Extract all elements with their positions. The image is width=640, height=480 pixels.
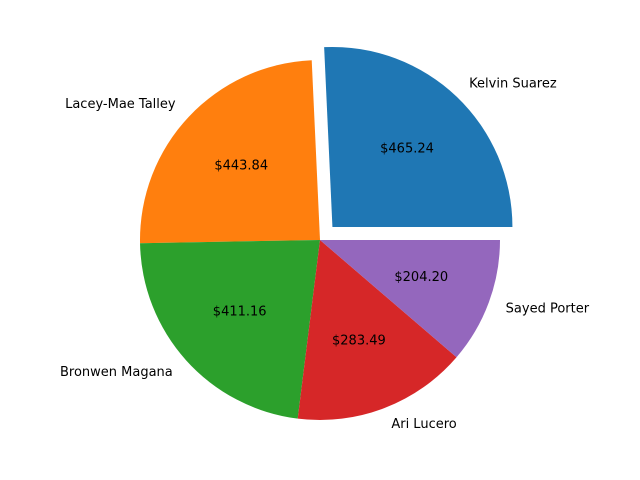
pie-slice-bronwen-magana (140, 240, 320, 419)
pie-slice-ari-lucero (297, 240, 457, 421)
pie-slice-kelvin-suarez (324, 46, 513, 227)
value-label-bronwen-magana: $411.16 (213, 305, 267, 320)
slice-label-kelvin-suarez: Kelvin Suarez (469, 76, 557, 91)
slice-label-sayed-porter: Sayed Porter (506, 301, 590, 316)
labels-layer: Kelvin Suarez $465.24 Lacey-Mae Talley $443… (60, 76, 590, 432)
value-label-sayed-porter: $204.20 (394, 270, 448, 285)
value-label-ari-lucero: $283.49 (332, 333, 386, 348)
slices-layer (140, 46, 513, 421)
value-label-kelvin-suarez: $465.24 (380, 141, 434, 156)
slice-label-lacey-mae-talley: Lacey-Mae Talley (65, 97, 176, 112)
value-label-lacey-mae-talley: $443.84 (214, 159, 268, 174)
slice-label-ari-lucero: Ari Lucero (391, 417, 456, 432)
pie-slice-lacey-mae-talley (140, 60, 320, 244)
pie-slice-sayed-porter (320, 240, 500, 358)
slice-label-bronwen-magana: Bronwen Magana (60, 365, 173, 380)
